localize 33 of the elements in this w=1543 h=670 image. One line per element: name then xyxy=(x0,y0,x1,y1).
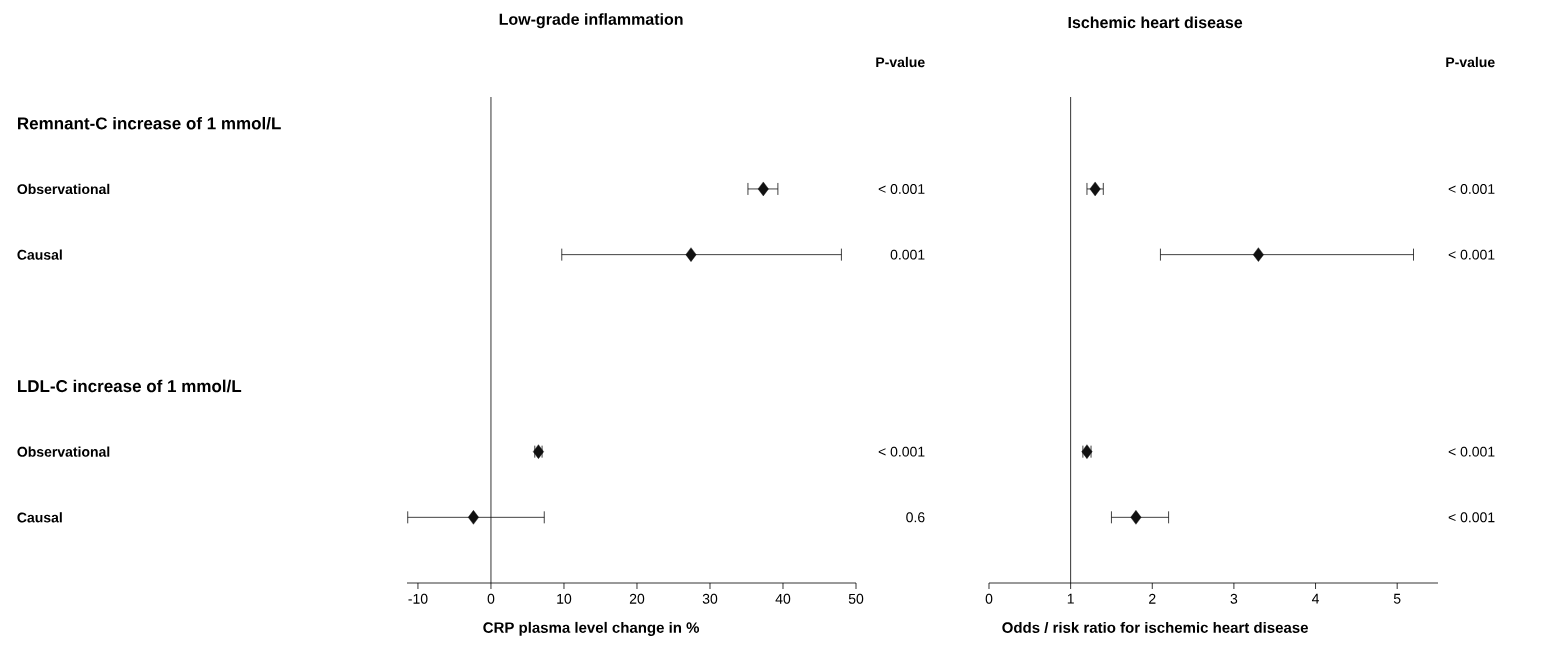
x-tick-label: 2 xyxy=(1149,593,1156,604)
x-tick-label: -10 xyxy=(408,593,428,604)
x-tick-label: 1 xyxy=(1067,593,1074,604)
text: 0.6 xyxy=(906,512,925,523)
y-tick-label: Observational xyxy=(17,183,110,195)
x-tick-label: 40 xyxy=(775,593,791,604)
x-tick-label: 4 xyxy=(1311,593,1320,604)
text: < 0.001 xyxy=(1448,512,1495,523)
y-tick-label: Causal xyxy=(17,249,62,260)
text: P-value xyxy=(1446,56,1495,68)
chart-title: Ischemic heart disease xyxy=(1068,16,1243,29)
text: < 0.001 xyxy=(1448,249,1495,260)
text: < 0.001 xyxy=(1448,183,1495,194)
text: < 0.001 xyxy=(878,446,925,457)
x-axis-title: CRP plasma level change in % xyxy=(483,621,700,636)
x-tick-label: 20 xyxy=(629,593,645,604)
text: P-value xyxy=(876,56,925,68)
x-tick-label: 3 xyxy=(1230,593,1238,604)
y-tick-label: Observational xyxy=(17,446,110,457)
text: 0.001 xyxy=(890,249,925,260)
x-tick-label: 10 xyxy=(557,593,572,604)
chart-title: Low-grade inflammation xyxy=(499,13,683,29)
x-tick-label: 5 xyxy=(1393,593,1401,604)
y-tick-label: Causal xyxy=(17,512,62,523)
x-tick-label: 0 xyxy=(985,593,993,604)
y-tick-label: LDL-C increase of 1 mmol/L xyxy=(18,379,242,393)
x-tick-label: 0 xyxy=(487,593,495,604)
x-tick-label: 50 xyxy=(848,593,864,604)
x-axis-title: Odds / risk ratio for ischemic heart disease xyxy=(1002,621,1308,634)
text: < 0.001 xyxy=(878,183,925,194)
x-tick-label: 30 xyxy=(702,593,718,604)
text: < 0.001 xyxy=(1448,446,1495,457)
y-tick-label: Remnant-C increase of 1 mmol/L xyxy=(18,116,281,130)
